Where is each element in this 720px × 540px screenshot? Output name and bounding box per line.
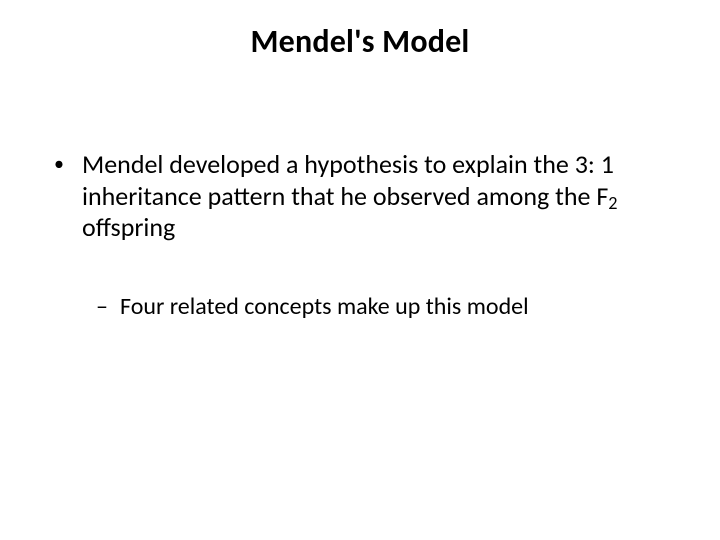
bullet-text: Four related concepts make up this model	[120, 292, 666, 322]
bullet-level-2: – Four related concepts make up this mod…	[96, 292, 666, 322]
slide-title: Mendel's Model	[54, 24, 666, 61]
dash-marker: –	[96, 292, 120, 322]
bullet-text-pre: Mendel developed a hypothesis to explain…	[82, 148, 614, 212]
bullet-text: Mendel developed a hypothesis to explain…	[82, 149, 666, 244]
bullet-text-post: offspring	[82, 211, 175, 243]
slide: Mendel's Model • Mendel developed a hypo…	[0, 0, 720, 540]
bullet-marker: •	[54, 149, 82, 180]
subscript: 2	[608, 192, 617, 214]
bullet-level-1: • Mendel developed a hypothesis to expla…	[54, 149, 666, 244]
